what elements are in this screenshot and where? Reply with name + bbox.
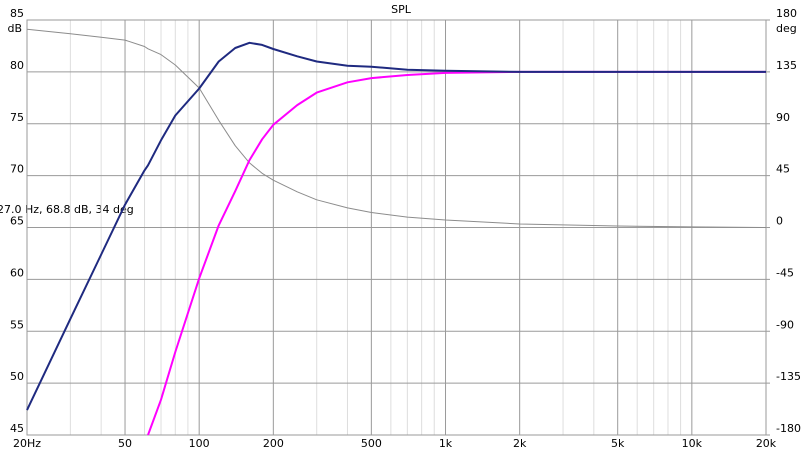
y-tick-label: 50 <box>10 370 24 383</box>
x-tick-label: 50 <box>118 437 132 450</box>
x-tick-label: 200 <box>263 437 284 450</box>
cursor-readout: 27.0 Hz, 68.8 dB, 34 deg <box>0 203 134 216</box>
y2-tick-label: 0 <box>776 215 783 228</box>
x-tick-label: 5k <box>611 437 625 450</box>
y2-tick-label: 90 <box>776 111 790 124</box>
y2-tick-label: 135 <box>776 59 797 72</box>
y2-tick-label: -180 <box>776 422 801 435</box>
y-tick-label: 45 <box>10 422 24 435</box>
series-line <box>26 41 766 411</box>
y-axis-unit: dB <box>7 22 22 35</box>
series-line <box>26 28 767 228</box>
y2-tick-label: -45 <box>776 266 794 279</box>
x-tick-label: 10k <box>682 437 703 450</box>
x-tick-label: 500 <box>361 437 382 450</box>
y2-tick-label: 180 <box>776 7 797 20</box>
y-tick-label: 70 <box>10 163 24 176</box>
y-tick-label: 60 <box>10 266 24 279</box>
y2-tick-label: -135 <box>776 370 801 383</box>
x-tick-label: 1k <box>439 437 453 450</box>
y-tick-label: 80 <box>10 59 24 72</box>
y-tick-label: 65 <box>10 215 24 228</box>
y-tick-label: 55 <box>10 318 24 331</box>
y-tick-label: 75 <box>10 111 24 124</box>
y-tick-label: 85 <box>10 7 24 20</box>
x-tick-label: 2k <box>513 437 527 450</box>
y2-tick-label: -90 <box>776 318 794 331</box>
y2-tick-label: 45 <box>776 163 790 176</box>
x-tick-label: 20k <box>756 437 777 450</box>
x-tick-label: 20Hz <box>13 437 41 450</box>
x-tick-label: 100 <box>189 437 210 450</box>
chart-title: SPL <box>391 3 412 16</box>
y2-axis-unit: deg <box>776 22 797 35</box>
